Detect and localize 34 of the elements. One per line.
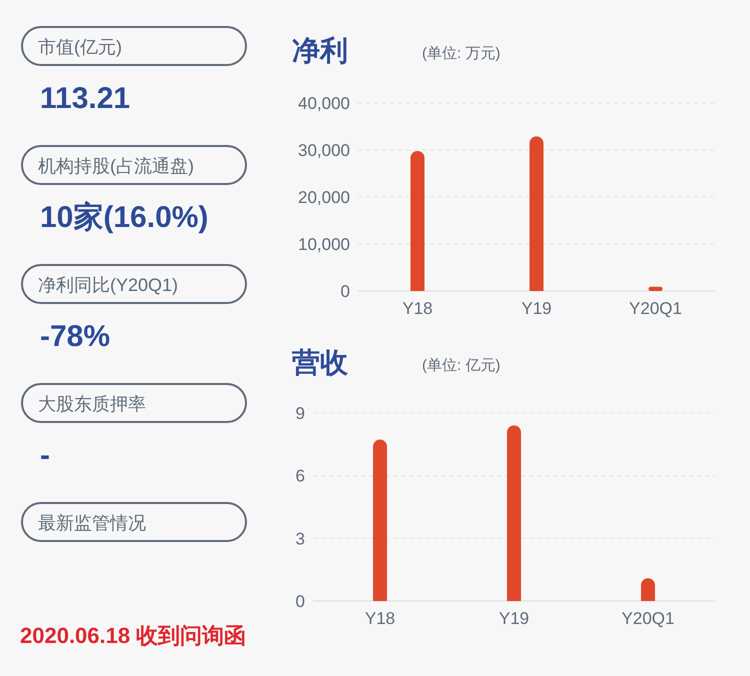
bar [373,440,387,601]
y-tick-label: 0 [340,282,350,301]
y-tick-label: 20,000 [298,188,350,207]
text: 最新监管情况 [38,513,146,533]
bar [530,136,544,291]
text: -78% [40,320,110,353]
chart-subtitle: (单位: 万元) [422,45,500,62]
chart-title: 营收 [291,347,349,378]
text: 大股东质押率 [38,394,146,414]
y-tick-label: 9 [296,404,305,423]
x-tick-label: Y18 [364,609,396,628]
text: 机构持股(占流通盘) [38,156,194,176]
x-tick-label: Y20Q1 [629,299,682,318]
chart-title: 净利 [292,35,348,66]
y-tick-label: 6 [296,466,305,486]
y-tick-label: 40,000 [298,94,350,113]
x-tick-label: Y18 [402,299,433,318]
x-tick-label: Y20Q1 [622,609,674,628]
y-tick-label: 30,000 [298,140,350,160]
text: 2020.06.18 收到问询函 [20,623,246,648]
text: - [40,439,50,472]
x-tick-label: Y19 [521,299,552,318]
bar [410,150,424,291]
text: 113.21 [40,82,130,115]
y-tick-label: 10,000 [298,234,350,254]
text: 10家(16.0%) [40,200,208,234]
text: 市值(亿元) [38,37,122,57]
chart-subtitle: (单位: 亿元) [422,357,500,374]
y-tick-label: 3 [296,529,305,548]
bar [507,425,521,601]
y-tick-label: 0 [296,592,305,611]
text: 净利同比(Y20Q1) [38,275,178,295]
x-tick-label: Y19 [498,609,530,628]
bar [641,578,655,601]
